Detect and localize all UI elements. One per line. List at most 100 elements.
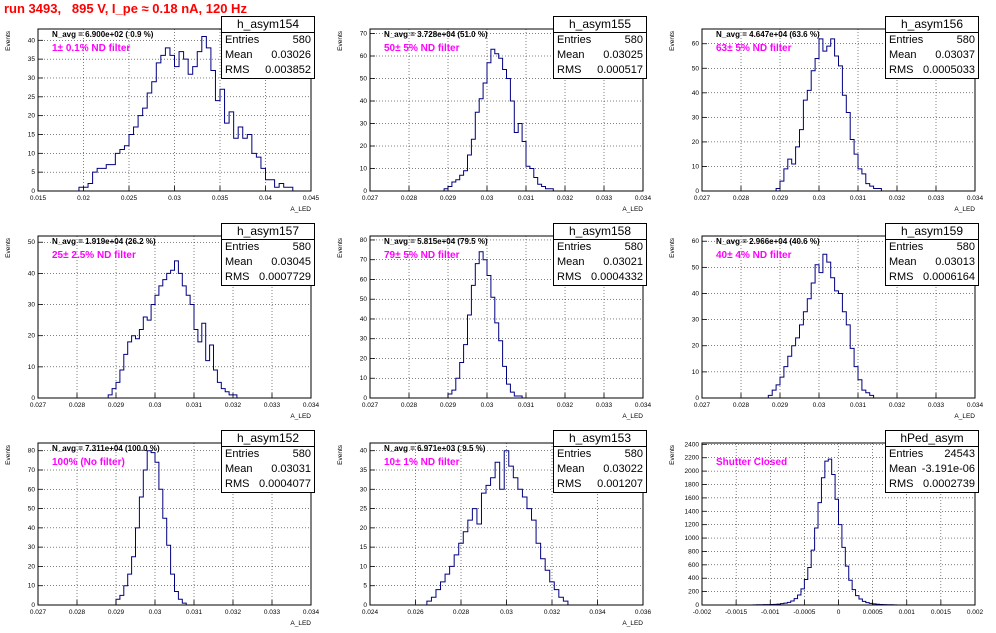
stats-box: h_asym159 Entries 580 Mean 0.03013 RMS 0.00061… <box>885 223 979 286</box>
stats-key: Mean <box>889 463 917 475</box>
y-axis-label: Events <box>669 30 676 51</box>
histogram-name: h_asym154 <box>222 17 314 33</box>
stats-value-rms: 0.0004332 <box>591 271 643 283</box>
x-tick-label: 0.0005 <box>863 609 883 616</box>
x-tick-label: 0.034 <box>589 609 606 616</box>
y-tick-label: 800 <box>688 548 699 555</box>
y-tick-label: 20 <box>28 563 36 570</box>
stats-value-entries: 580 <box>292 448 311 460</box>
stats-row-mean: Mean 0.03026 <box>222 48 314 63</box>
x-tick-label: 0.031 <box>850 195 867 202</box>
y-tick-label: 20 <box>692 343 700 350</box>
x-tick-label: 0.033 <box>596 195 613 202</box>
stats-row-mean: Mean 0.03022 <box>554 462 646 477</box>
filter-label: 1± 0.1% ND filter <box>52 43 131 54</box>
y-tick-label: 10 <box>28 583 36 590</box>
y-tick-label: 1400 <box>685 508 700 515</box>
stats-key: RMS <box>557 64 582 76</box>
histogram-line <box>775 38 882 191</box>
histogram-plot: 0.015 0.02 0.025 0.03 0.035 0.04 0.045 0 5 10 15 20… <box>5 28 320 213</box>
x-tick-label: 0.029 <box>440 402 457 409</box>
x-tick-label: 0.04 <box>259 195 272 202</box>
x-tick-label: 0.03 <box>168 195 181 202</box>
x-tick-label: 0.031 <box>850 402 867 409</box>
x-tick-label: 0.02 <box>77 195 90 202</box>
x-tick-label: 0.027 <box>30 402 47 409</box>
stats-value-rms: 0.003852 <box>265 64 311 76</box>
stats-key: RMS <box>557 478 582 490</box>
y-tick-label: 1800 <box>685 482 700 489</box>
y-tick-label: 50 <box>692 65 700 72</box>
x-tick-label: 0.001 <box>899 609 916 616</box>
y-tick-label: 10 <box>692 163 700 170</box>
stats-row-rms: RMS 0.0004332 <box>554 270 646 285</box>
histogram-panel-hPed_asym: -0.002 -0.0015 -0.001 -0.0005 0 0.0005 0.001 0.… <box>664 426 996 633</box>
y-tick-label: 0 <box>363 602 367 609</box>
y-tick-label: 10 <box>360 375 368 382</box>
y-tick-label: 10 <box>360 563 368 570</box>
stats-row-mean: Mean 0.03025 <box>554 48 646 63</box>
x-axis-label: A_LED <box>954 413 975 420</box>
x-tick-label: 0.028 <box>69 609 86 616</box>
y-tick-label: 5 <box>31 169 35 176</box>
stats-row-rms: RMS 0.000517 <box>554 63 646 78</box>
histogram-plot: 0.027 0.028 0.029 0.03 0.031 0.032 0.033 0.034 0… <box>669 235 984 420</box>
y-tick-label: 25 <box>360 506 368 513</box>
navg-label: N_avg = 4.647e+04 (63.6 %) <box>716 30 820 39</box>
stats-key: RMS <box>225 271 250 283</box>
x-tick-label: 0.033 <box>264 402 281 409</box>
x-tick-label: 0.033 <box>596 402 613 409</box>
y-tick-label: 25 <box>28 94 36 101</box>
x-tick-label: 0.031 <box>518 402 535 409</box>
histogram-plot: 0.027 0.028 0.029 0.03 0.031 0.032 0.033 0.034 0… <box>337 235 652 420</box>
histogram-plot: 0.027 0.028 0.029 0.03 0.031 0.032 0.033 0.034 0… <box>5 235 320 420</box>
stats-value-rms: 0.0006164 <box>923 271 975 283</box>
stats-value-mean: 0.03013 <box>935 256 975 268</box>
histogram-name: h_asym157 <box>222 224 314 240</box>
x-tick-label: 0.028 <box>733 195 750 202</box>
y-tick-label: 20 <box>360 525 368 532</box>
stats-value-mean: 0.03031 <box>271 463 311 475</box>
x-tick-label: 0.03 <box>813 195 826 202</box>
stats-key: RMS <box>225 64 250 76</box>
x-tick-label: 0.032 <box>557 402 574 409</box>
histogram-line <box>115 450 187 605</box>
y-tick-label: 30 <box>28 302 36 309</box>
stats-key: Mean <box>557 256 585 268</box>
x-tick-label: 0.015 <box>30 195 47 202</box>
x-axis-label: A_LED <box>290 413 311 420</box>
x-tick-label: 0.033 <box>264 609 281 616</box>
y-tick-label: 10 <box>360 166 368 173</box>
y-tick-label: 60 <box>28 486 36 493</box>
y-tick-label: 15 <box>28 131 36 138</box>
stats-value-rms: 0.000517 <box>597 64 643 76</box>
x-axis-label: A_LED <box>954 206 975 213</box>
plot-frame <box>701 235 976 399</box>
histogram-line <box>443 48 554 191</box>
x-tick-label: 0.033 <box>928 195 945 202</box>
x-tick-label: 0.034 <box>303 402 320 409</box>
histogram-name: h_asym158 <box>554 224 646 240</box>
x-tick-label: 0.032 <box>557 195 574 202</box>
x-tick-label: 0.034 <box>303 609 320 616</box>
x-tick-label: 0.03 <box>149 402 162 409</box>
y-axis-label: Events <box>5 30 12 51</box>
histogram-panel-h_asym158: 0.027 0.028 0.029 0.03 0.031 0.032 0.033 0.034 0… <box>332 219 664 426</box>
stats-key: Mean <box>889 49 917 61</box>
run-title: run 3493, 895 V, I_pe ≈ 0.18 nA, 120 Hz <box>4 1 247 16</box>
stats-box: h_asym155 Entries 580 Mean 0.03025 RMS 0.00051… <box>553 16 647 79</box>
x-tick-label: 0.002 <box>967 609 984 616</box>
y-tick-label: 80 <box>360 237 368 244</box>
x-axis-label: A_LED <box>622 206 643 213</box>
stats-box: h_asym158 Entries 580 Mean 0.03021 RMS 0.00043… <box>553 223 647 286</box>
x-tick-label: 0.03 <box>813 402 826 409</box>
stats-row-rms: RMS 0.0004077 <box>222 477 314 492</box>
y-tick-label: 40 <box>28 37 36 44</box>
y-axis-label: Events <box>5 444 12 465</box>
y-tick-label: 1200 <box>685 522 700 529</box>
x-tick-label: 0.028 <box>733 402 750 409</box>
x-tick-label: 0.031 <box>186 402 203 409</box>
stats-box: h_asym157 Entries 580 Mean 0.03045 RMS 0.00077… <box>221 223 315 286</box>
plot-frame <box>701 28 976 192</box>
y-tick-label: 50 <box>28 239 36 246</box>
